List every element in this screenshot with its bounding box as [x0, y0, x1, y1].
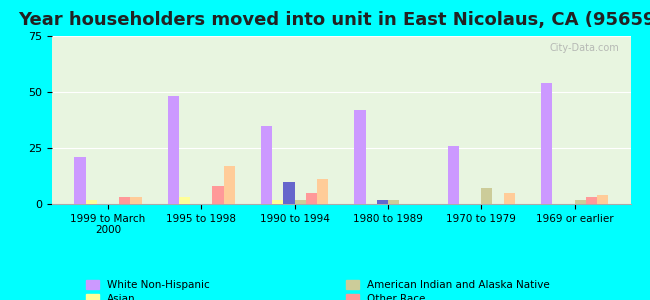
Bar — [131, 197, 142, 204]
Bar — [448, 146, 459, 204]
Bar — [224, 166, 235, 204]
Bar — [541, 83, 552, 204]
Bar — [294, 200, 305, 204]
Title: Year householders moved into unit in East Nicolaus, CA (95659): Year householders moved into unit in Eas… — [18, 11, 650, 29]
Bar — [74, 157, 86, 204]
Bar — [575, 200, 586, 204]
Bar — [179, 197, 190, 204]
Bar — [283, 182, 294, 204]
Bar — [388, 200, 399, 204]
Bar — [504, 193, 515, 204]
Bar — [317, 179, 328, 204]
Bar — [261, 126, 272, 204]
Legend: American Indian and Alaska Native, Other Race, Hispanic or Latino: American Indian and Alaska Native, Other… — [346, 280, 550, 300]
Bar — [86, 200, 97, 204]
Bar — [119, 197, 131, 204]
Bar — [481, 188, 493, 204]
Text: City-Data.com: City-Data.com — [549, 43, 619, 53]
Bar — [377, 200, 388, 204]
Bar — [597, 195, 608, 204]
Bar — [168, 97, 179, 204]
Bar — [586, 197, 597, 204]
Bar — [272, 200, 283, 204]
Bar — [213, 186, 224, 204]
Bar — [306, 193, 317, 204]
Bar — [354, 110, 365, 204]
